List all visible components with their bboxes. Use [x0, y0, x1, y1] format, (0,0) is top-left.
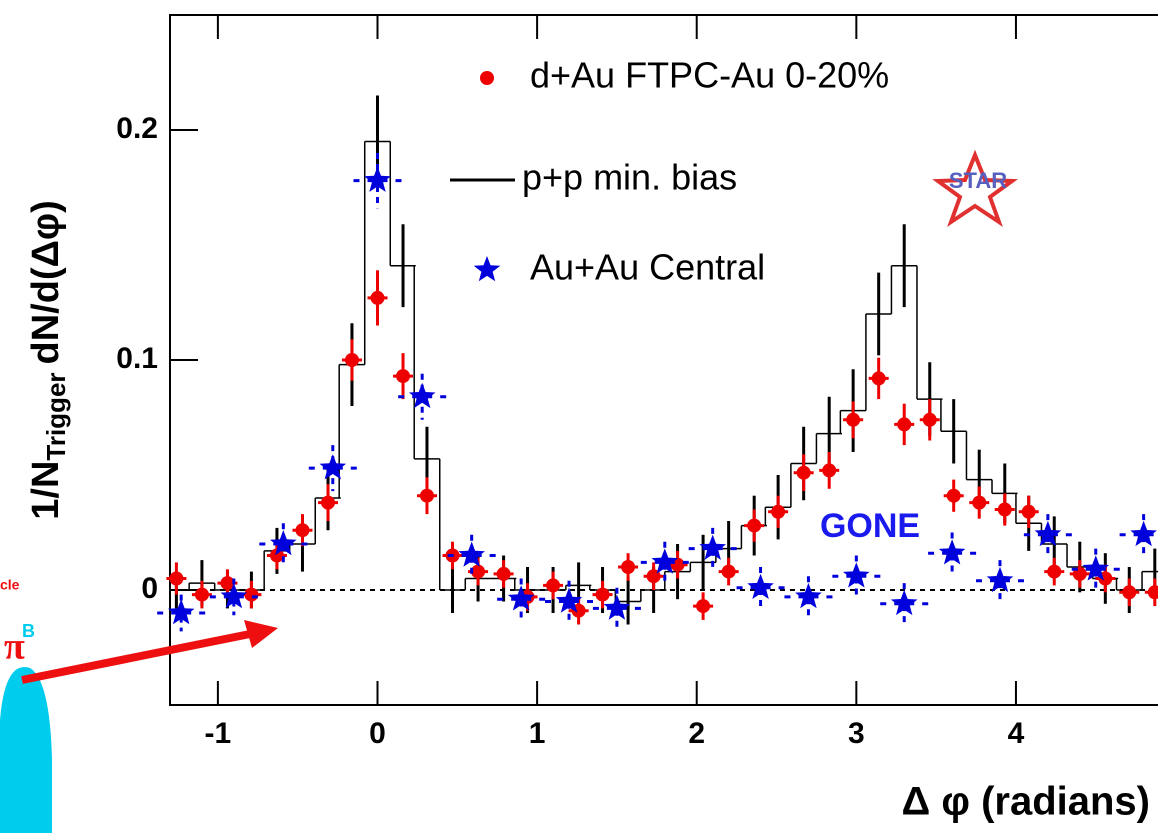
y-label: 1/NTrigger dN/d(Δφ) — [25, 200, 71, 520]
corner-sup: B — [22, 621, 35, 641]
data-point — [972, 495, 987, 510]
x-tick-label: 0 — [369, 717, 386, 750]
data-point — [922, 412, 937, 427]
data-point — [194, 587, 209, 602]
data-point — [269, 548, 284, 563]
x-label: Δ φ (radians) — [901, 780, 1150, 824]
plot-frame — [169, 14, 1158, 706]
data-point — [496, 566, 511, 581]
data-point — [795, 582, 822, 609]
data-point — [603, 594, 631, 620]
logo-text: STAR — [949, 168, 1007, 193]
arrow-shaft — [21, 630, 251, 684]
data-point — [699, 534, 726, 560]
y-label-sub: Trigger — [41, 372, 71, 460]
data-point — [946, 488, 961, 503]
data-point — [890, 589, 918, 616]
data-point — [555, 587, 583, 613]
logo-star — [932, 149, 1018, 228]
data-point — [721, 564, 736, 579]
data-point — [651, 548, 679, 574]
decoration-shape — [0, 667, 52, 833]
data-point — [938, 539, 966, 565]
data-point — [1122, 585, 1137, 600]
data-point — [595, 587, 610, 602]
data-point — [419, 488, 434, 503]
data-point — [167, 599, 195, 625]
data-point — [1147, 585, 1158, 600]
data-point — [771, 504, 786, 519]
data-point — [997, 502, 1012, 517]
x-tick-label: 1 — [529, 717, 546, 750]
data-point — [295, 523, 310, 538]
data-point — [396, 369, 411, 384]
x-tick-label: 4 — [1008, 717, 1025, 750]
data-point — [822, 463, 837, 478]
annotation: GONE — [820, 507, 920, 545]
data-point — [321, 495, 336, 510]
data-point — [871, 371, 886, 386]
data-point — [344, 353, 359, 367]
data-point — [471, 564, 486, 579]
x-tick-label: -1 — [205, 717, 232, 750]
marks: -1 0 1 2 3 4 0 0.1 0.2 — [116, 15, 1158, 750]
y-tick-label: 0 — [141, 572, 158, 605]
corner-text: cle — [0, 577, 20, 593]
data-point — [458, 541, 485, 567]
data-point — [897, 417, 912, 432]
data-point — [843, 562, 870, 588]
arrow-head — [244, 620, 278, 648]
x-tick-label: 2 — [688, 717, 705, 750]
y-label-text: 1/NTrigger dN/d(Δφ) — [25, 200, 71, 520]
legend-label: d+Au FTPC-Au 0-20% — [530, 55, 889, 96]
data-point — [270, 530, 297, 556]
legend-label: p+p min. bias — [522, 157, 737, 198]
corner-pi: π — [4, 626, 25, 668]
data-point — [846, 412, 861, 427]
data-point — [220, 576, 235, 591]
data-point — [546, 578, 561, 593]
data-point — [1021, 504, 1036, 519]
data-point — [169, 571, 184, 586]
data-point — [364, 166, 391, 192]
data-point — [621, 560, 636, 574]
data-point — [1082, 555, 1110, 581]
legend-symbol — [473, 256, 501, 282]
data-point — [747, 518, 762, 533]
data-point — [796, 465, 811, 480]
data-point — [696, 599, 711, 614]
data-point — [1130, 520, 1157, 547]
data-point — [747, 573, 774, 599]
data-point — [244, 587, 259, 602]
data-point — [507, 585, 535, 611]
data-point — [1034, 520, 1062, 547]
y-label-main: 1/N — [25, 461, 67, 520]
x-tick-label: 3 — [848, 717, 865, 750]
legend-label: Au+Au Central — [530, 247, 765, 288]
data-point — [370, 290, 385, 305]
data-point — [1047, 564, 1062, 579]
y-label-rest: dN/d(Δφ) — [25, 200, 67, 364]
y-tick-label: 0.2 — [116, 112, 158, 145]
data-point — [220, 582, 248, 609]
data-point — [408, 382, 436, 409]
data-point — [319, 454, 347, 480]
legend-symbol — [480, 71, 494, 85]
data-point — [986, 566, 1014, 593]
y-tick-label: 0.1 — [116, 342, 158, 375]
